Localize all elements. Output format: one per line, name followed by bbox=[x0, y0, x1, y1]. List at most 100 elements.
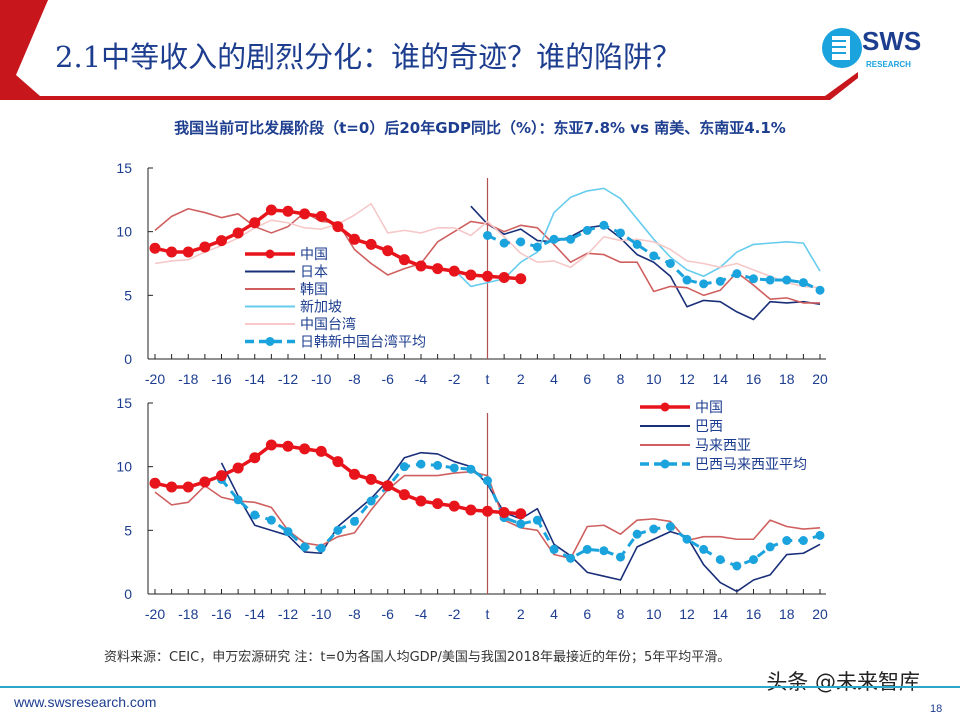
watermark: 头条 @未来智库 bbox=[766, 670, 920, 694]
data-point bbox=[599, 546, 609, 556]
data-point bbox=[482, 270, 493, 282]
data-point bbox=[682, 275, 692, 285]
data-point bbox=[715, 555, 725, 565]
data-point bbox=[582, 225, 592, 235]
east-asia-gdp-chart: 0 5 10 15 -20 -18 -16 -14 -12 -10 -8 -6 -4 -2 t 2 4 6 8 10 1… bbox=[116, 160, 828, 387]
data-point bbox=[300, 542, 310, 552]
x-tick-label: -18 bbox=[178, 371, 198, 387]
data-point bbox=[516, 237, 526, 247]
legend-marker bbox=[265, 337, 275, 346]
data-point bbox=[649, 524, 659, 534]
x-tick-label: -12 bbox=[278, 371, 298, 387]
data-point bbox=[499, 238, 509, 248]
data-point bbox=[532, 515, 542, 525]
data-point bbox=[566, 553, 576, 563]
data-point bbox=[782, 275, 792, 285]
x-tick-label: -6 bbox=[382, 371, 395, 387]
data-point bbox=[649, 251, 659, 261]
x-tick-label: -16 bbox=[211, 606, 231, 622]
data-point bbox=[333, 525, 343, 535]
data-point bbox=[282, 205, 294, 217]
data-point bbox=[815, 530, 825, 540]
legend-marker bbox=[660, 459, 670, 469]
data-point bbox=[465, 269, 477, 281]
x-tick-label: t bbox=[486, 371, 490, 387]
legend-label: 中国台湾 bbox=[300, 316, 356, 333]
data-point bbox=[732, 561, 742, 571]
data-point bbox=[283, 527, 293, 537]
y-tick-label: 10 bbox=[116, 224, 132, 240]
y-tick-label: 15 bbox=[116, 160, 132, 176]
data-point bbox=[199, 476, 211, 488]
data-point bbox=[350, 516, 359, 526]
data-point bbox=[149, 242, 161, 254]
y-tick-label: 0 bbox=[124, 351, 132, 367]
data-point bbox=[415, 260, 427, 272]
legend-marker bbox=[660, 402, 670, 412]
page-number: 18 bbox=[930, 703, 943, 715]
data-point bbox=[415, 495, 427, 507]
legend-label: 巴西 bbox=[695, 419, 723, 435]
data-point bbox=[532, 242, 542, 252]
x-tick-label: 4 bbox=[550, 606, 558, 622]
data-point bbox=[398, 254, 410, 266]
y-tick-label: 10 bbox=[116, 459, 132, 475]
data-point bbox=[382, 245, 394, 257]
data-point bbox=[665, 522, 675, 532]
y-tick-label: 5 bbox=[124, 522, 132, 538]
x-tick-label: -6 bbox=[382, 606, 395, 622]
x-tick-label: 8 bbox=[617, 371, 625, 387]
x-tick-label: 14 bbox=[712, 606, 728, 622]
data-point bbox=[182, 246, 194, 258]
legend-label: 中国 bbox=[300, 247, 328, 263]
data-point bbox=[166, 246, 178, 258]
source-note: 资料来源：CEIC，申万宏源研究 注：t=0为各国人均GDP/美国与我国2018… bbox=[104, 650, 731, 665]
legend-label: 巴西马来西亚平均 bbox=[695, 457, 807, 473]
data-point bbox=[149, 477, 161, 489]
data-point bbox=[483, 476, 492, 486]
data-point bbox=[715, 276, 725, 286]
data-point bbox=[232, 227, 244, 239]
legend-label: 日本 bbox=[300, 265, 328, 281]
data-point bbox=[265, 204, 277, 216]
website-link[interactable]: www.swsresearch.com bbox=[14, 694, 157, 710]
header-decoration bbox=[0, 0, 858, 100]
data-point bbox=[166, 481, 178, 493]
x-tick-label: 8 bbox=[617, 606, 625, 622]
x-tick-label: 12 bbox=[679, 606, 695, 622]
series-line-2 bbox=[154, 207, 820, 304]
data-point bbox=[498, 272, 510, 284]
x-tick-label: 18 bbox=[779, 371, 795, 387]
data-point bbox=[549, 234, 559, 244]
x-tick-label: -2 bbox=[448, 371, 461, 387]
data-point bbox=[516, 519, 526, 529]
x-tick-label: -12 bbox=[278, 606, 298, 622]
x-tick-label: -8 bbox=[348, 371, 361, 387]
data-point bbox=[216, 470, 227, 482]
data-point bbox=[432, 498, 444, 510]
data-point bbox=[749, 555, 758, 565]
y-tick-label: 15 bbox=[116, 395, 132, 411]
data-point bbox=[266, 515, 276, 525]
data-point bbox=[482, 505, 493, 517]
x-tick-label: t bbox=[486, 606, 490, 622]
x-tick-label: -10 bbox=[311, 606, 331, 622]
data-point bbox=[448, 500, 460, 512]
data-point bbox=[515, 508, 527, 520]
legend-label: 日韩新中国台湾平均 bbox=[300, 334, 426, 351]
x-tick-label: -4 bbox=[415, 606, 428, 622]
data-point bbox=[332, 456, 344, 468]
data-point bbox=[332, 221, 344, 233]
data-point bbox=[599, 220, 609, 230]
data-point bbox=[699, 279, 709, 289]
data-point bbox=[582, 544, 592, 554]
latam-sea-gdp-chart: 0 5 10 15 -20 -18 -16 -14 -12 -10 -8 -6 -4 -2 t 2 4 6 8 10 1… bbox=[116, 395, 828, 622]
data-point bbox=[349, 233, 360, 245]
data-point bbox=[199, 241, 211, 253]
data-point bbox=[798, 536, 808, 546]
x-tick-label: 12 bbox=[679, 371, 695, 387]
x-tick-label: 4 bbox=[550, 371, 558, 387]
data-point bbox=[448, 265, 460, 277]
x-tick-label: 10 bbox=[646, 371, 662, 387]
x-tick-label: 16 bbox=[746, 606, 762, 622]
